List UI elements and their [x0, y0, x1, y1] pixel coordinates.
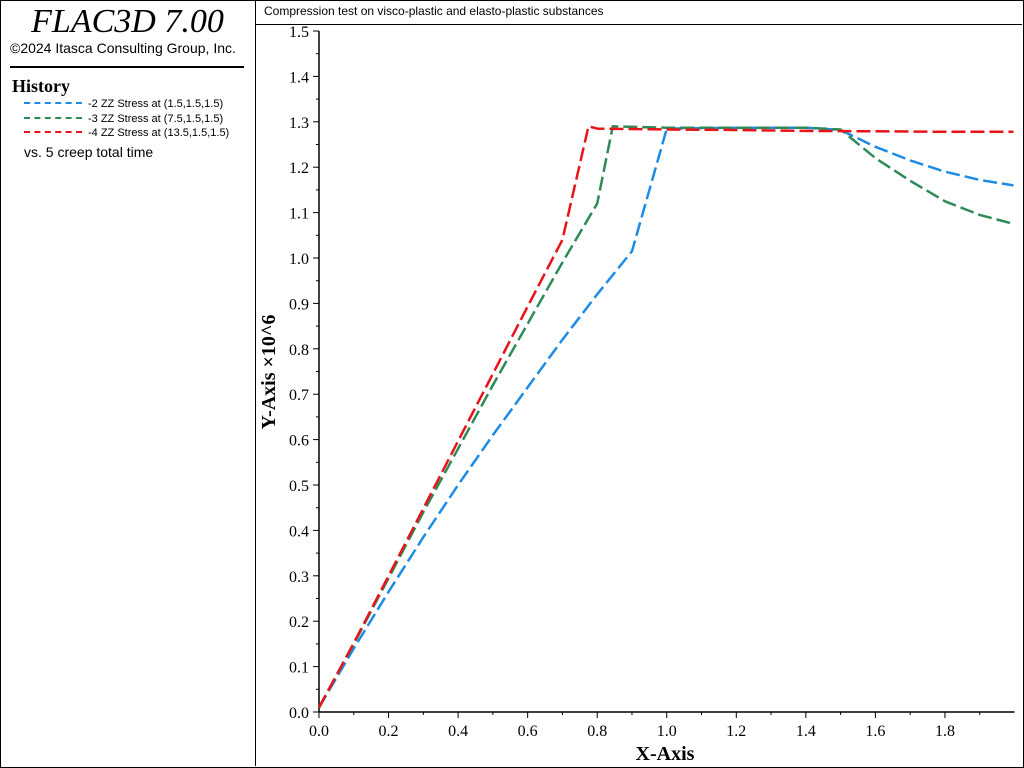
x-tick-label: 1.8 [935, 723, 955, 740]
y-tick-label: 1.2 [289, 160, 309, 177]
y-tick-label: 0.5 [289, 478, 309, 495]
x-tick-label: 0.2 [379, 723, 399, 740]
x-tick-label: 0.8 [587, 723, 607, 740]
x-tick-label: 1.4 [796, 723, 816, 740]
x-tick-label: 1.2 [726, 723, 746, 740]
legend-label-series-3: -4 ZZ Stress at (13.5,1.5,1.5) [88, 127, 230, 139]
legend-panel: FLAC3D 7.00 ©2024 Itasca Consulting Grou… [0, 0, 256, 766]
history-heading: History [12, 76, 70, 96]
series-line-3 [317, 125, 1014, 709]
y-tick-label: 0.1 [289, 660, 309, 677]
legend-swatch-series-3 [24, 131, 82, 134]
x-tick-label: 1.0 [657, 723, 677, 740]
y-tick-label: 1.1 [289, 206, 309, 223]
chart-title: Compression test on visco-plastic and el… [264, 4, 604, 18]
legend-label-series-2: -3 ZZ Stress at (7.5,1.5,1.5) [88, 112, 224, 125]
x-variable-label: vs. 5 creep total time [24, 143, 154, 160]
legend-swatch-series-2 [24, 116, 82, 119]
legend: -2 ZZ Stress at (1.5,1.5,1.5) -3 ZZ Stre… [24, 97, 229, 160]
y-tick-label: 0.7 [289, 387, 309, 404]
y-tick-label: 0.3 [289, 569, 309, 586]
chart-title-bar: Compression test on visco-plastic and el… [256, 0, 1022, 25]
legend-item-series-3: -4 ZZ Stress at (13.5,1.5,1.5) [24, 126, 229, 141]
y-tick-label: 0.8 [289, 342, 309, 359]
y-axis-label: Y-Axis ×10^6 [258, 314, 280, 429]
series-line-1 [317, 126, 1014, 709]
y-tick-label: 0.0 [289, 705, 309, 722]
x-tick-label: 1.6 [865, 723, 885, 740]
legend-item-series-2: -3 ZZ Stress at (7.5,1.5,1.5) [24, 112, 229, 127]
legend-swatch-series-1 [24, 102, 82, 105]
x-axis-label: X-Axis [636, 743, 695, 765]
legend-label-series-1: -2 ZZ Stress at (1.5,1.5,1.5) [88, 98, 224, 110]
x-tick-label: 0.4 [448, 723, 468, 740]
y-tick-label: 1.4 [289, 69, 309, 86]
y-tick-label: 0.4 [289, 523, 309, 540]
y-tick-label: 0.2 [289, 614, 309, 631]
app-title: FLAC3D 7.00 [31, 3, 224, 40]
y-tick-label: 0.9 [289, 296, 309, 313]
divider [10, 66, 244, 68]
y-tick-label: 1.0 [289, 251, 309, 268]
x-tick-label: 0.6 [518, 723, 538, 740]
copyright-text: ©2024 Itasca Consulting Group, Inc. [10, 40, 236, 56]
series-line-2 [317, 125, 1014, 709]
y-tick-label: 0.6 [289, 433, 309, 450]
y-tick-label: 1.5 [289, 24, 309, 41]
x-tick-label: 0.0 [309, 723, 329, 740]
y-tick-label: 1.3 [289, 115, 309, 132]
legend-item-series-1: -2 ZZ Stress at (1.5,1.5,1.5) [24, 97, 229, 112]
